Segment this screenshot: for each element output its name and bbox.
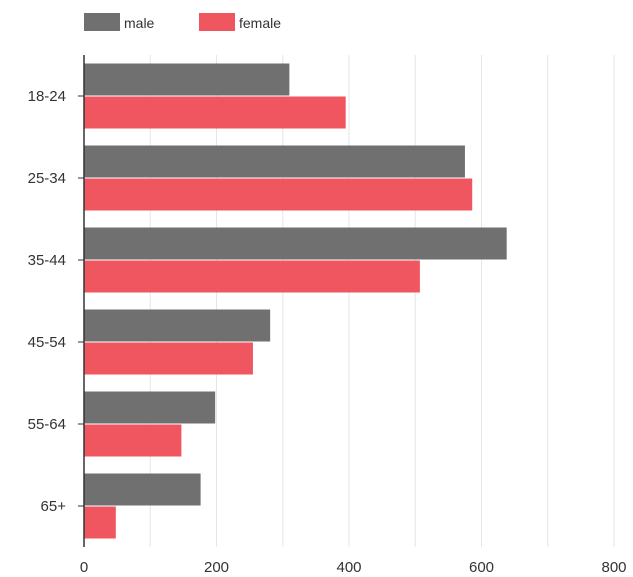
y-tick-label: 45-54: [28, 334, 66, 351]
x-tick-label: 400: [336, 559, 361, 576]
x-tick-label: 0: [80, 559, 88, 576]
bar-female-45-54[interactable]: [84, 342, 253, 375]
legend-label-female: female: [239, 15, 281, 31]
bar-male-35-44[interactable]: [84, 227, 507, 260]
bar-male-18-24[interactable]: [84, 63, 290, 96]
bar-female-55-64[interactable]: [84, 424, 182, 457]
bar-female-18-24[interactable]: [84, 96, 346, 129]
x-tick-label: 600: [469, 559, 494, 576]
x-tick-label: 200: [204, 559, 229, 576]
legend-label-male: male: [124, 15, 155, 31]
y-tick-label: 55-64: [28, 416, 66, 433]
y-tick-label: 18-24: [28, 88, 66, 105]
bar-female-25-34[interactable]: [84, 178, 473, 211]
legend: male female: [84, 13, 281, 31]
bar-male-55-64[interactable]: [84, 391, 216, 424]
bar-male-65plus[interactable]: [84, 473, 201, 506]
bars: [84, 63, 507, 539]
bar-male-45-54[interactable]: [84, 309, 271, 342]
y-tick-label: 35-44: [28, 252, 66, 269]
y-tick-label: 65+: [41, 498, 67, 515]
y-tick-label: 25-34: [28, 170, 66, 187]
x-tick-label: 800: [601, 559, 626, 576]
grid: [149, 55, 615, 547]
axes: 18-24 25-34 35-44 45-54 55-64 65+ 0 200 400 600 80…: [28, 55, 627, 576]
legend-swatch-female: [199, 13, 235, 31]
bar-female-65plus[interactable]: [84, 506, 116, 539]
bar-male-25-34[interactable]: [84, 145, 465, 178]
bar-female-35-44[interactable]: [84, 260, 420, 293]
legend-swatch-male: [84, 13, 120, 31]
